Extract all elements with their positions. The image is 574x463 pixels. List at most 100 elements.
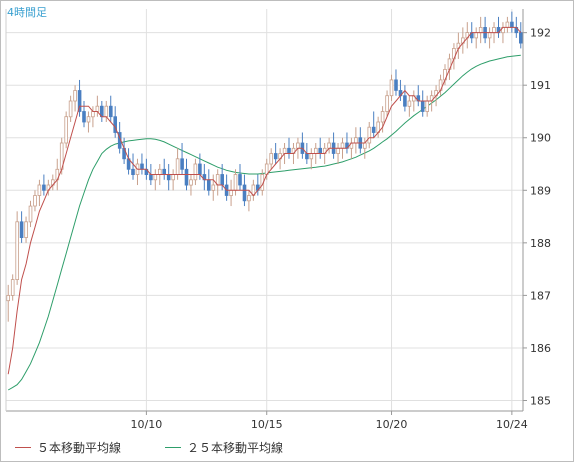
- candle-103: [465, 22, 470, 49]
- y-tick-label-189: 189: [530, 184, 551, 197]
- candle-45: [206, 169, 211, 196]
- candle-87: [394, 69, 398, 96]
- candle-92: [416, 85, 421, 107]
- candle-110: [496, 16, 501, 38]
- candle-body-54: [247, 195, 251, 202]
- candle-body-108: [487, 32, 492, 39]
- candle-body-72: [327, 142, 331, 149]
- candle-body-65: [296, 142, 300, 149]
- candle-112: [505, 16, 510, 33]
- candle-body-4: [24, 221, 28, 239]
- chart-title: 4時間足: [7, 6, 47, 19]
- candle-body-18: [86, 116, 91, 123]
- candle-body-32: [149, 174, 153, 181]
- candle-0: [6, 284, 11, 322]
- candle-body-7: [37, 184, 42, 196]
- candle-18: [86, 111, 91, 133]
- candle-body-70: [318, 147, 322, 155]
- candle-93: [420, 90, 425, 117]
- candle-94: [425, 95, 429, 117]
- ma25-line: [7, 54, 521, 391]
- candle-body-23: [109, 105, 113, 118]
- candle-59: [269, 148, 273, 170]
- candle-5: [28, 200, 33, 228]
- candle-body-45: [206, 179, 211, 191]
- candle-107: [483, 16, 487, 44]
- candle-body-36: [166, 174, 171, 181]
- candle-body-34: [157, 168, 162, 176]
- candle-46: [211, 174, 216, 201]
- candle-body-17: [82, 111, 86, 123]
- candle-body-74: [336, 147, 340, 155]
- candle-body-39: [180, 158, 184, 170]
- candle-body-20: [95, 105, 100, 112]
- candle-body-46: [211, 184, 216, 191]
- candle-3: [19, 211, 24, 243]
- candle-body-50: [229, 189, 233, 197]
- candle-89: [403, 85, 407, 112]
- candle-23: [109, 95, 113, 122]
- y-tick-label-192: 192: [530, 27, 551, 40]
- candle-90: [407, 95, 412, 117]
- candle-24: [113, 106, 118, 138]
- candle-7: [37, 179, 42, 207]
- candle-115: [519, 22, 523, 49]
- candle-56: [255, 174, 260, 196]
- candle-113: [510, 11, 514, 33]
- y-tick-label-185: 185: [530, 394, 551, 407]
- candle-body-67: [305, 153, 309, 160]
- candle-body-42: [193, 163, 198, 181]
- candle-body-13: [64, 116, 68, 144]
- candle-47: [215, 169, 220, 196]
- candle-body-90: [407, 100, 412, 107]
- candle-76: [345, 132, 349, 154]
- candle-77: [349, 137, 354, 159]
- candle-body-22: [104, 105, 109, 118]
- candle-6: [33, 190, 37, 212]
- grid-lines: [6, 9, 523, 411]
- candle-101: [456, 32, 461, 59]
- candle-body-3: [19, 221, 24, 239]
- y-tick-label-188: 188: [530, 237, 551, 250]
- candle-body-82: [371, 126, 376, 133]
- candle-85: [385, 90, 389, 117]
- candle-body-68: [309, 153, 314, 160]
- y-axis-ticks: 185 186 187 188 189 190 191 192: [523, 27, 551, 407]
- candle-body-40: [184, 168, 189, 186]
- candle-11: [55, 158, 60, 191]
- series-line-ma5: [7, 26, 522, 375]
- candle-body-87: [394, 79, 398, 91]
- candle-body-51: [233, 174, 238, 191]
- candle-body-0: [6, 294, 11, 302]
- candles: [6, 11, 523, 322]
- candle-body-33: [153, 174, 158, 181]
- candle-body-93: [420, 100, 425, 112]
- candle-body-35: [162, 168, 167, 176]
- candle-68: [309, 148, 314, 170]
- candle-21: [100, 100, 104, 122]
- candle-106: [478, 16, 483, 44]
- candle-19: [91, 106, 95, 128]
- candle-body-109: [492, 26, 496, 34]
- candle-102: [461, 27, 465, 54]
- candle-body-115: [519, 32, 523, 44]
- candle-55: [251, 179, 256, 201]
- candle-body-52: [238, 174, 242, 186]
- candle-body-75: [340, 142, 345, 149]
- candle-84: [380, 106, 385, 133]
- candle-body-8: [42, 184, 46, 191]
- candle-16: [77, 79, 82, 117]
- candle-body-86: [389, 79, 394, 97]
- candle-body-5: [28, 205, 33, 223]
- candle-42: [193, 158, 198, 186]
- series-line-ma25: [7, 54, 521, 391]
- candle-50: [229, 179, 233, 207]
- candle-body-80: [362, 142, 367, 149]
- candle-88: [398, 79, 403, 101]
- candle-4: [24, 216, 28, 243]
- candle-body-105: [474, 32, 478, 39]
- candle-79: [358, 127, 363, 154]
- candle-1: [10, 274, 15, 301]
